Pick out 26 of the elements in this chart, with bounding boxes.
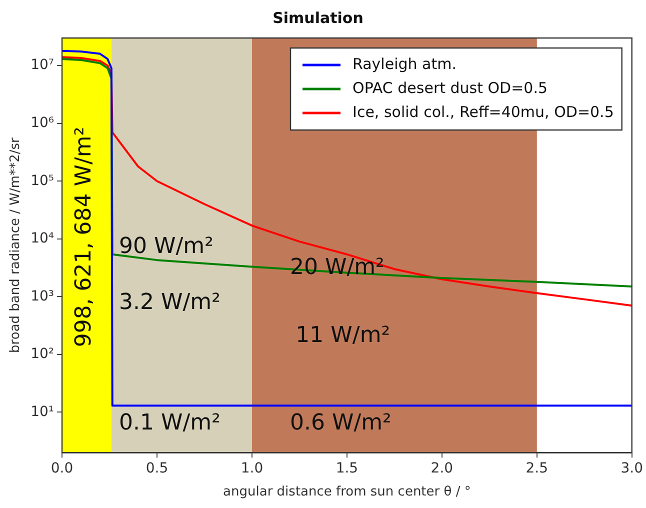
x-tick-label: 3.0 xyxy=(620,460,643,477)
legend-label: Rayleigh atm. xyxy=(352,54,456,73)
legend-label: Ice, solid col., Reff=40mu, OD=0.5 xyxy=(352,102,614,121)
x-tick-label: 1.0 xyxy=(240,460,264,477)
annotation: 3.2 W/m² xyxy=(119,290,220,316)
annotation: 0.6 W/m² xyxy=(290,410,392,436)
x-tick-label: 0.0 xyxy=(50,460,74,477)
x-tick-label: 1.5 xyxy=(336,460,358,477)
y-axis-title: broad band radiance / W/m**2/sr xyxy=(8,137,24,353)
x-tick-label: 2.5 xyxy=(526,460,548,477)
y-tick-label: 10⁷ xyxy=(30,57,54,74)
chart-title: Simulation xyxy=(272,8,364,27)
x-axis-title: angular distance from sun center θ / ° xyxy=(223,484,471,500)
x-tick-label: 2.0 xyxy=(430,460,454,477)
annotation: 0.1 W/m² xyxy=(119,410,220,436)
y-tick-label: 10⁶ xyxy=(30,114,54,131)
legend-label: OPAC desert dust OD=0.5 xyxy=(352,78,548,97)
y-tick-label: 10⁵ xyxy=(30,172,54,189)
annotation: 11 W/m² xyxy=(296,323,390,348)
annotation: 90 W/m² xyxy=(119,234,214,260)
y-tick-label: 10² xyxy=(30,346,54,362)
y-tick-label: 10¹ xyxy=(30,404,54,420)
annotation: 998, 621, 684 W/m² xyxy=(72,126,97,348)
x-tick-label: 0.5 xyxy=(146,460,168,477)
y-tick-label: 10⁴ xyxy=(30,230,54,247)
y-tick-label: 10³ xyxy=(30,288,54,304)
